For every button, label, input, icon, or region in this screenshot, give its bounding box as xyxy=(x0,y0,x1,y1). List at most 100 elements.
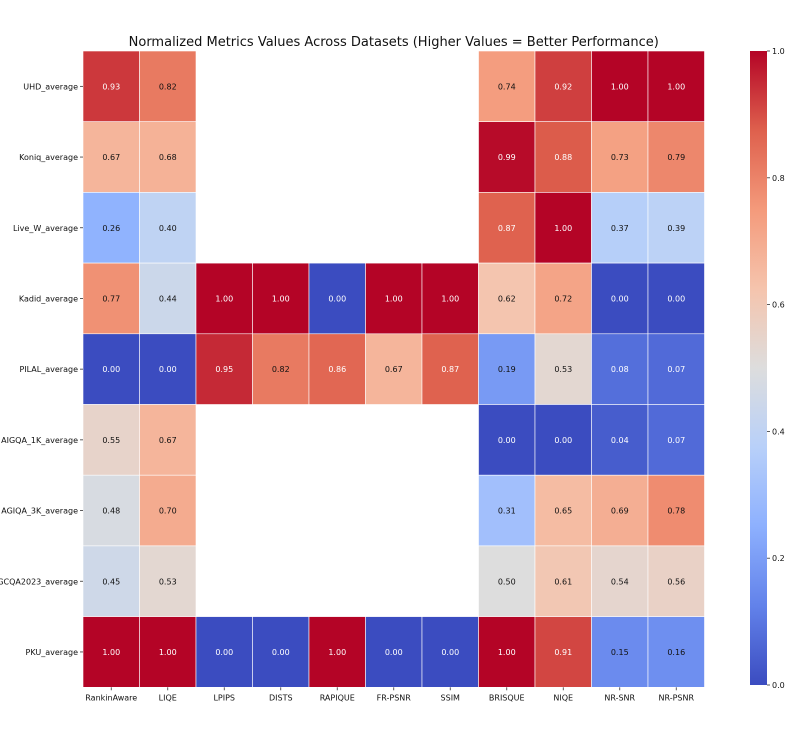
colorbar-tick-label: 0.0 xyxy=(772,681,785,690)
heatmap-cell xyxy=(534,616,592,688)
heatmap-cell xyxy=(252,262,310,335)
cell-value-label: 0.67 xyxy=(385,365,403,374)
cell-value-label: 0.61 xyxy=(554,577,572,586)
column-label: RAPIQUE xyxy=(320,693,355,702)
cell-value-label: 0.53 xyxy=(159,577,177,586)
cell-value-label: 0.40 xyxy=(159,224,177,233)
heatmap-cell xyxy=(534,50,592,122)
column-label: BRISQUE xyxy=(489,693,525,702)
cell-value-label: 0.19 xyxy=(498,365,516,374)
cell-value-label: 0.07 xyxy=(667,365,685,374)
cell-value-label: 1.00 xyxy=(611,82,629,91)
column-label: FR-PSNR xyxy=(377,693,412,702)
colorbar xyxy=(750,51,767,685)
cell-value-label: 0.77 xyxy=(102,294,120,303)
cell-value-label: 0.55 xyxy=(102,436,120,445)
row-labels: UHD_average Koniq_average Live_W_average Ka… xyxy=(0,82,83,657)
cell-value-label: 0.00 xyxy=(215,648,233,657)
heatmap-cell xyxy=(647,50,705,122)
chart-title: Normalized Metrics Values Across Dataset… xyxy=(129,35,659,50)
heatmap-cell xyxy=(591,333,649,405)
column-label: NR-PSNR xyxy=(658,693,694,702)
cell-value-label: 0.87 xyxy=(498,224,516,233)
heatmap-cell xyxy=(647,404,705,476)
column-label: DISTS xyxy=(269,693,293,702)
heatmap-cell xyxy=(139,404,197,476)
heatmap-cell xyxy=(195,262,253,335)
cell-value-label: 0.00 xyxy=(159,365,177,374)
cell-value-label: 0.45 xyxy=(102,577,120,586)
cell-value-label: 0.07 xyxy=(667,436,685,445)
cell-value-label: 0.73 xyxy=(611,153,629,162)
cell-value-label: 0.95 xyxy=(215,365,233,374)
heatmap-cell xyxy=(478,616,536,688)
cell-value-label: 0.15 xyxy=(611,648,629,657)
heatmap-cell xyxy=(139,545,197,617)
colorbar-tick-label: 0.6 xyxy=(772,301,785,310)
cell-value-label: 0.92 xyxy=(554,82,572,91)
heatmap-cell xyxy=(534,474,592,547)
colorbar-tick-label: 1.0 xyxy=(772,47,785,56)
column-labels: RankinAware LIQE LPIPS DISTS RAPIQUE FR-PSNR S… xyxy=(85,687,694,702)
heatmap-cell xyxy=(591,50,649,122)
colorbar-tick-label: 0.8 xyxy=(772,174,785,183)
cell-value-label: 1.00 xyxy=(159,648,177,657)
heatmap-cell xyxy=(139,333,197,405)
cell-value-label: 0.82 xyxy=(272,365,290,374)
cell-value-label: 1.00 xyxy=(215,294,233,303)
cell-value-label: 0.08 xyxy=(611,365,629,374)
heatmap-cell xyxy=(647,333,705,405)
row-label: AGCQA2023_average xyxy=(0,577,78,586)
cell-value-label: 0.00 xyxy=(498,436,516,445)
heatmap-cell xyxy=(591,545,649,617)
cell-value-label: 1.00 xyxy=(102,648,120,657)
cell-value-label: 0.65 xyxy=(554,507,572,516)
row-label: Live_W_average xyxy=(13,224,78,233)
heatmap-cell xyxy=(478,404,536,476)
colorbar-ticks: 0.0 0.2 0.4 0.6 0.8 1.0 xyxy=(767,47,785,690)
column-label: LIQE xyxy=(159,693,177,702)
cell-value-label: 0.93 xyxy=(102,82,120,91)
heatmap-cell xyxy=(478,50,536,122)
row-label: Koniq_average xyxy=(19,153,78,162)
heatmap-cell xyxy=(591,474,649,547)
cell-value-label: 0.48 xyxy=(102,507,120,516)
heatmap-cell xyxy=(647,121,705,193)
cell-value-label: 0.00 xyxy=(272,648,290,657)
heatmap-cell xyxy=(82,50,140,122)
cell-value-label: 0.00 xyxy=(554,436,572,445)
heatmap-cell xyxy=(478,545,536,617)
cell-value-label: 0.99 xyxy=(498,153,516,162)
cell-value-label: 0.91 xyxy=(554,648,572,657)
heatmap-cell xyxy=(195,616,253,688)
cell-value-label: 0.44 xyxy=(159,294,177,303)
column-label: NR-SNR xyxy=(604,693,635,702)
row-label: UHD_average xyxy=(23,82,78,91)
cell-value-label: 0.62 xyxy=(498,294,516,303)
heatmap-cell xyxy=(534,121,592,193)
heatmap-cell xyxy=(139,121,197,193)
heatmap-cell xyxy=(421,262,479,335)
heatmap-cell xyxy=(82,192,140,264)
cell-value-label: 0.53 xyxy=(554,365,572,374)
colorbar-tick-label: 0.2 xyxy=(772,554,785,563)
heatmap-cell xyxy=(478,474,536,547)
cell-value-label: 0.26 xyxy=(102,224,120,233)
row-label: PKU_average xyxy=(26,648,79,657)
heatmap-cell xyxy=(647,192,705,264)
heatmap-cell xyxy=(139,474,197,547)
heatmap-cell xyxy=(534,262,592,335)
heatmap-cell xyxy=(478,192,536,264)
heatmap-cell xyxy=(534,545,592,617)
heatmap-cell xyxy=(82,474,140,547)
cell-value-label: 0.50 xyxy=(498,577,516,586)
heatmap-cell xyxy=(591,616,649,688)
cell-value-label: 0.00 xyxy=(667,294,685,303)
heatmap-cell xyxy=(647,262,705,335)
cell-value-label: 0.56 xyxy=(667,577,685,586)
cell-value-label: 1.00 xyxy=(667,82,685,91)
cell-value-label: 0.00 xyxy=(385,648,403,657)
cell-value-label: 1.00 xyxy=(441,294,459,303)
cell-value-label: 0.68 xyxy=(159,153,177,162)
